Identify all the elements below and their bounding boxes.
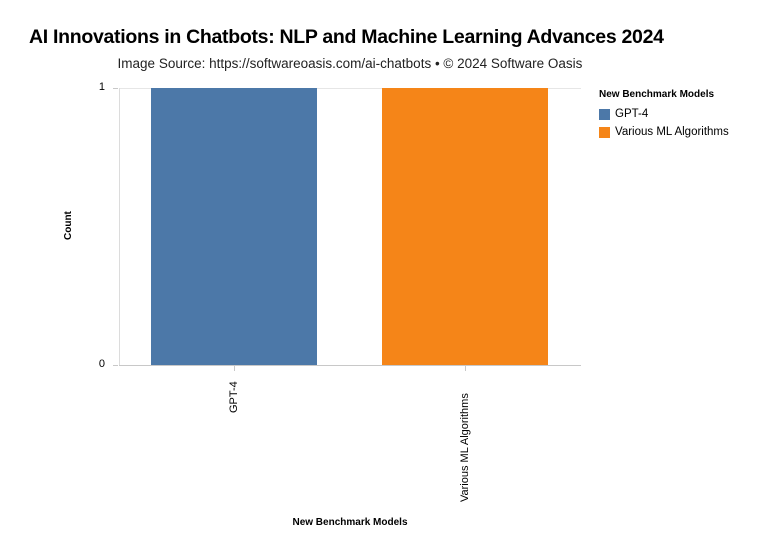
- legend-title: New Benchmark Models: [599, 89, 715, 100]
- legend-label-gpt-4: GPT-4: [615, 108, 649, 120]
- ytick-label-1: 1: [98, 81, 105, 93]
- bar-gpt-4[interactable]: [151, 88, 317, 365]
- legend: New Benchmark Models GPT-4 Various ML Al…: [599, 89, 729, 141]
- y-axis-title: Count: [63, 211, 74, 240]
- xtick-various-ml-algorithms: [465, 366, 466, 371]
- chart-subtitle: Image Source: https://softwareoasis.com/…: [117, 56, 583, 71]
- ytick-0: [113, 365, 118, 366]
- y-axis-line: [119, 88, 120, 365]
- legend-item-gpt-4[interactable]: GPT-4: [599, 105, 729, 123]
- ytick-label-0: 0: [98, 358, 105, 370]
- x-axis-line: [119, 365, 581, 366]
- x-axis-title: New Benchmark Models: [292, 517, 408, 528]
- plot-area: [119, 88, 581, 366]
- xtick-label-various-ml-algorithms: Various ML Algorithms: [459, 393, 471, 502]
- xtick-label-gpt-4: GPT-4: [228, 381, 240, 413]
- ytick-1: [113, 88, 118, 89]
- gridline-top: [119, 88, 581, 89]
- legend-swatch-various-ml-algorithms: [599, 126, 610, 138]
- chart-title: AI Innovations in Chatbots: NLP and Mach…: [29, 26, 664, 48]
- bar-various-ml-algorithms[interactable]: [382, 88, 548, 365]
- legend-label-various-ml-algorithms: Various ML Algorithms: [615, 126, 729, 138]
- xtick-gpt-4: [234, 366, 235, 371]
- legend-item-various-ml-algorithms[interactable]: Various ML Algorithms: [599, 123, 729, 141]
- legend-swatch-gpt-4: [599, 108, 610, 120]
